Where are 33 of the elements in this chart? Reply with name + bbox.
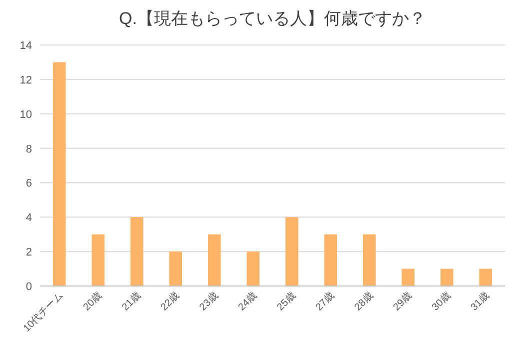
x-tick-label: 24歳 [236,290,260,314]
x-tick-label: 27歳 [313,290,337,314]
bar [52,62,66,286]
y-tick-label: 0 [26,281,32,293]
bar [92,234,105,286]
x-tick-label: 30歳 [430,290,453,314]
bar [208,234,221,286]
y-tick-label: 10 [20,108,32,121]
y-tick-label: 12 [20,74,32,86]
y-tick-label: 14 [20,40,32,52]
x-tick-label: 29歳 [390,290,414,314]
x-tick-label: 25歳 [274,290,298,314]
bar [169,252,182,286]
bar [440,268,454,286]
bar [324,234,338,286]
x-tick-label: 31歳 [468,290,492,314]
bar [285,217,298,286]
chart-title: Q.【現在もらっている人】何歳ですか？ [119,9,426,28]
y-tick-label: 2 [26,246,32,259]
bar [402,268,415,286]
x-tick-label: 21歳 [120,290,143,314]
bar [479,268,492,286]
y-tick-label: 6 [26,178,32,190]
y-tick-label: 4 [26,212,32,224]
x-tick-label: 22歳 [158,290,182,314]
y-tick-label: 8 [26,143,32,156]
bar [130,217,144,286]
x-tick-label: 10代チーム [22,290,66,334]
bar [246,252,260,286]
x-tick-label: 28歳 [352,290,376,314]
bar [362,234,376,286]
x-tick-label: 23歳 [197,290,220,314]
x-tick-label: 20歳 [80,290,104,314]
